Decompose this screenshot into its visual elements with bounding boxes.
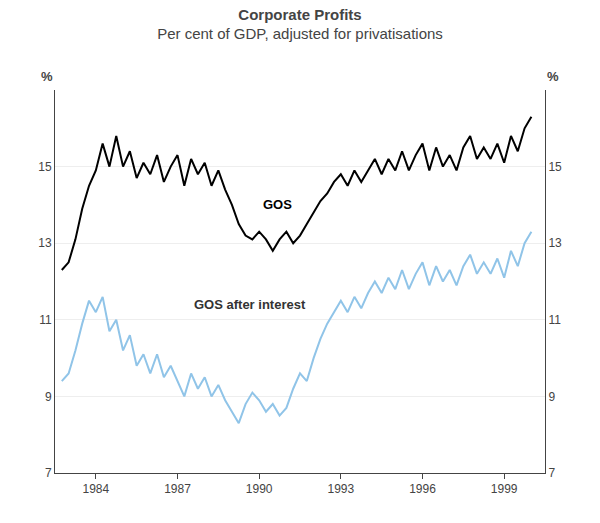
svg-text:9: 9: [548, 390, 555, 404]
svg-text:15: 15: [38, 160, 52, 174]
svg-text:7: 7: [548, 466, 555, 480]
svg-text:%: %: [41, 69, 53, 84]
svg-text:7: 7: [45, 466, 52, 480]
svg-text:1993: 1993: [327, 482, 354, 496]
svg-text:1990: 1990: [246, 482, 273, 496]
svg-text:1987: 1987: [164, 482, 191, 496]
svg-text:GOS after interest: GOS after interest: [194, 297, 306, 312]
svg-text:15: 15: [548, 160, 562, 174]
svg-text:1999: 1999: [491, 482, 518, 496]
svg-text:%: %: [547, 69, 559, 84]
svg-text:11: 11: [548, 313, 561, 327]
svg-text:1984: 1984: [82, 482, 109, 496]
svg-text:GOS: GOS: [263, 197, 292, 212]
svg-text:13: 13: [38, 236, 52, 250]
svg-text:9: 9: [45, 390, 52, 404]
svg-text:Corporate ProfitsPer cent of G: Corporate ProfitsPer cent of GDP, adjust…: [157, 6, 443, 43]
svg-text:13: 13: [548, 236, 562, 250]
svg-text:1996: 1996: [409, 482, 436, 496]
svg-text:11: 11: [39, 313, 52, 327]
